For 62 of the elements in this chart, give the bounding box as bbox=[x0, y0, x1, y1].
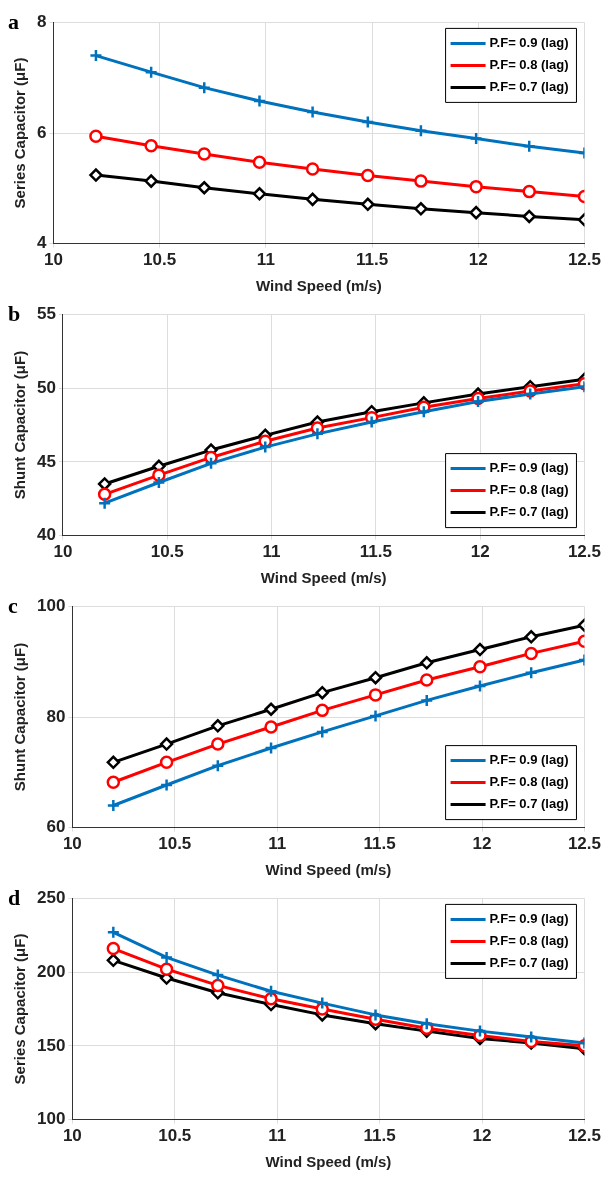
x-tick-label: 12 bbox=[470, 542, 490, 562]
chart-title: b bbox=[8, 300, 21, 326]
legend-label: P.F= 0.9 (lag) bbox=[489, 460, 569, 476]
x-tick-label: 11 bbox=[262, 542, 281, 562]
y-tick-label: 60 bbox=[46, 817, 66, 837]
legend-label: P.F= 0.8 (lag) bbox=[489, 932, 569, 948]
x-axis-title: Wind Speed (m/s) bbox=[265, 1153, 392, 1171]
x-tick-label: 10.5 bbox=[158, 1126, 192, 1146]
y-tick-label: 8 bbox=[36, 12, 47, 32]
x-tick-label: 12 bbox=[472, 834, 492, 854]
x-axis-title: Wind Speed (m/s) bbox=[265, 861, 392, 879]
y-tick-label: 150 bbox=[36, 1035, 66, 1055]
chart-title: a bbox=[8, 8, 19, 34]
legend-label: P.F= 0.8 (lag) bbox=[489, 482, 569, 498]
y-tick-label: 40 bbox=[36, 525, 56, 545]
y-axis-title: Shunt Capacitor (μF) bbox=[11, 642, 29, 792]
x-axis-title: Wind Speed (m/s) bbox=[256, 277, 382, 295]
y-tick-label: 80 bbox=[46, 706, 66, 726]
x-tick-label: 10.5 bbox=[150, 542, 184, 562]
x-tick-label: 10 bbox=[43, 250, 63, 270]
legend-label: P.F= 0.7 (lag) bbox=[489, 954, 569, 970]
x-tick-label: 11.5 bbox=[355, 250, 389, 270]
x-tick-label: 12.5 bbox=[567, 1126, 601, 1146]
y-tick-label: 55 bbox=[36, 304, 56, 324]
chart-title: d bbox=[8, 884, 21, 910]
x-tick-label: 12 bbox=[468, 250, 488, 270]
legend-label: P.F= 0.9 (lag) bbox=[489, 34, 569, 50]
y-tick-label: 50 bbox=[36, 377, 56, 397]
legend-label: P.F= 0.8 (lag) bbox=[489, 56, 569, 72]
x-tick-label: 12.5 bbox=[567, 542, 601, 562]
y-axis-title: Shunt Capacitor (μF) bbox=[11, 350, 29, 500]
y-tick-label: 100 bbox=[36, 1109, 66, 1129]
y-axis-title: Series Capacitor (μF) bbox=[11, 57, 29, 209]
x-tick-label: 10 bbox=[53, 542, 73, 562]
legend-label: P.F= 0.7 (lag) bbox=[489, 796, 569, 812]
x-axis-title: Wind Speed (m/s) bbox=[260, 569, 387, 587]
x-tick-label: 11 bbox=[256, 250, 275, 270]
x-tick-label: 10 bbox=[62, 834, 82, 854]
x-tick-label: 11.5 bbox=[363, 834, 396, 854]
x-tick-label: 10.5 bbox=[158, 834, 192, 854]
y-axis-title: Series Capacitor (μF) bbox=[11, 933, 29, 1085]
x-tick-label: 11 bbox=[268, 1126, 287, 1146]
legend-label: P.F= 0.9 (lag) bbox=[489, 752, 569, 768]
y-tick-label: 4 bbox=[36, 233, 47, 253]
x-tick-label: 12 bbox=[472, 1126, 492, 1146]
y-tick-label: 200 bbox=[36, 961, 66, 981]
x-tick-label: 11.5 bbox=[359, 542, 392, 562]
x-tick-label: 11.5 bbox=[363, 1126, 396, 1146]
chart-title: c bbox=[8, 592, 18, 618]
legend-label: P.F= 0.7 (lag) bbox=[489, 78, 569, 94]
x-tick-label: 10 bbox=[62, 1126, 82, 1146]
y-tick-label: 250 bbox=[36, 888, 66, 908]
x-tick-label: 12.5 bbox=[567, 250, 601, 270]
legend-label: P.F= 0.9 (lag) bbox=[489, 910, 569, 926]
y-tick-label: 45 bbox=[36, 451, 56, 471]
x-tick-label: 12.5 bbox=[567, 834, 601, 854]
legend-label: P.F= 0.7 (lag) bbox=[489, 504, 569, 520]
x-tick-label: 11 bbox=[268, 834, 287, 854]
y-tick-label: 6 bbox=[36, 122, 47, 142]
x-tick-label: 10.5 bbox=[143, 250, 177, 270]
y-tick-label: 100 bbox=[36, 596, 66, 616]
legend-label: P.F= 0.8 (lag) bbox=[489, 774, 569, 790]
